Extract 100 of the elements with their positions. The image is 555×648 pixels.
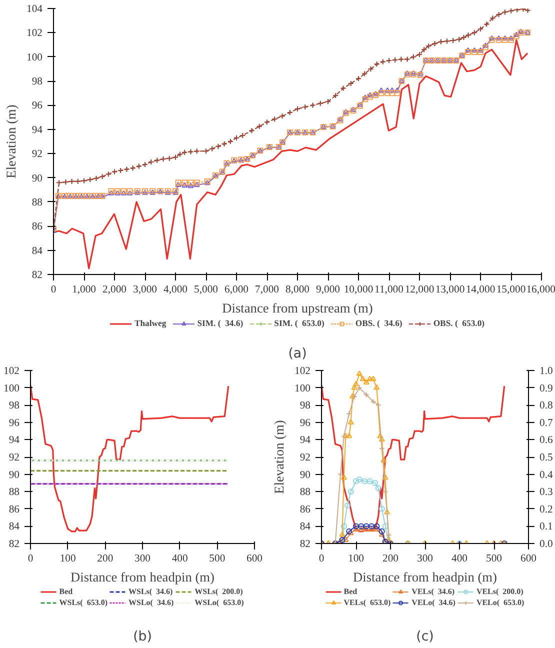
y-tick-label: 86 xyxy=(32,222,44,233)
legend-label: VELs( 34.6) xyxy=(412,587,455,596)
x-tick-label: 400 xyxy=(172,554,188,564)
y2-tick-label: 0.1 xyxy=(540,522,553,533)
x-axis-title: Distance from upstream (m) xyxy=(222,300,373,316)
legend-label: Bed xyxy=(59,587,74,596)
y-tick-label: 88 xyxy=(8,487,20,498)
y-tick-label: 96 xyxy=(8,418,20,429)
y2-tick-label: 0.2 xyxy=(540,504,553,516)
x-tick-label: 400 xyxy=(452,554,468,564)
x-tick-label: 11,000 xyxy=(374,284,404,296)
x-tick-label: 14,000 xyxy=(466,284,496,296)
y-tick-label: 98 xyxy=(32,76,42,88)
y2-tick-label: 0.6 xyxy=(540,435,554,446)
x-tick-label: 300 xyxy=(134,554,150,564)
y-tick-label: 92 xyxy=(8,452,20,464)
x-tick-label: 8,000 xyxy=(286,284,310,296)
x-tick-label: 3,000 xyxy=(133,284,157,296)
y-tick-label: 84 xyxy=(8,522,20,533)
x-tick-label: 7,000 xyxy=(255,284,279,296)
x-tick-label: 13,000 xyxy=(435,284,465,296)
y-tick-label: 90 xyxy=(8,470,20,481)
legend-label: WSLs( 653.0) xyxy=(59,598,108,607)
x-tick-label: 15,000 xyxy=(496,284,526,296)
y-axis-title: Elevation (m) xyxy=(4,104,19,178)
y2-tick-label: 0.9 xyxy=(540,383,553,394)
legend-label: Thalweg xyxy=(134,318,166,328)
x-axis-title: Distance from headpin (m) xyxy=(353,570,497,584)
legend-label: WSLs( 200.0) xyxy=(194,587,243,596)
x-tick-label: 10,000 xyxy=(344,284,374,296)
x-tick-label: 100 xyxy=(348,554,364,564)
y2-tick-label: 0.3 xyxy=(540,487,553,498)
text: (c) xyxy=(416,629,434,644)
y-tick-label: 90 xyxy=(32,173,42,184)
text: (b) xyxy=(133,629,152,644)
y2-tick-label: 0.5 xyxy=(540,452,553,464)
y2-tick-label: 0.7 xyxy=(540,418,554,429)
y-tick-label: 100 xyxy=(26,52,42,64)
x-tick-label: 200 xyxy=(97,554,114,564)
y-tick-label: 88 xyxy=(32,197,42,208)
x-tick-label: 100 xyxy=(60,554,76,564)
legend-label: OBS. ( 653.0) xyxy=(433,318,485,328)
y-tick-label: 82 xyxy=(32,270,42,281)
y-tick-label: 86 xyxy=(300,504,312,516)
y-tick-label: 96 xyxy=(32,100,44,112)
x-tick-label: 5,000 xyxy=(194,284,218,296)
x-axis-title: Distance from headpin (m) xyxy=(70,570,214,584)
legend-label: OBS. ( 34.6) xyxy=(355,318,402,328)
x-tick-label: 4,000 xyxy=(164,284,188,296)
x-tick-label: 0 xyxy=(28,554,34,564)
x-tick-label: 300 xyxy=(417,554,433,564)
y2-tick-label: 0.8 xyxy=(540,400,553,412)
legend-label: WSLo( 653.0) xyxy=(194,598,244,607)
x-tick-label: 16,000 xyxy=(526,284,555,296)
x-tick-label: 200 xyxy=(382,554,398,564)
legend-label: VELs( 200.0) xyxy=(476,587,524,596)
y-tick-label: 94 xyxy=(32,124,44,136)
y-tick-label: 102 xyxy=(4,366,20,377)
y-tick-label: 94 xyxy=(8,435,20,446)
legend-label: WSLo( 34.6) xyxy=(128,598,174,607)
x-tick-label: 12,000 xyxy=(404,284,434,296)
y2-tick-label: 1.0 xyxy=(540,366,553,377)
y-tick-label: 100 xyxy=(4,383,20,394)
y-tick-label: 84 xyxy=(32,246,44,257)
y2-tick-label: 0.0 xyxy=(540,539,553,550)
legend-label: Bed xyxy=(344,587,358,596)
x-tick-label: 500 xyxy=(486,554,502,564)
legend-label: VELs( 653.0) xyxy=(344,598,391,607)
x-tick-label: 600 xyxy=(520,554,536,564)
x-tick-label: 6,000 xyxy=(224,284,248,296)
y-tick-label: 104 xyxy=(26,4,44,15)
y-tick-label: 96 xyxy=(300,418,312,429)
y-axis-title: Elevation (m) xyxy=(272,420,287,494)
y-tick-label: 94 xyxy=(300,435,312,446)
y-tick-label: 98 xyxy=(8,400,20,412)
x-tick-label: 0 xyxy=(318,554,324,564)
x-tick-label: 0 xyxy=(50,284,56,296)
legend-label: SIM. ( 34.6) xyxy=(197,318,244,328)
legend-label: VELo( 653.0) xyxy=(476,598,524,607)
y-tick-label: 102 xyxy=(26,28,42,40)
y-tick-label: 92 xyxy=(32,149,42,160)
y-tick-label: 90 xyxy=(300,470,310,481)
y-tick-label: 82 xyxy=(8,539,20,550)
y-tick-label: 98 xyxy=(300,400,310,412)
y-tick-label: 100 xyxy=(294,383,310,394)
x-tick-label: 2,000 xyxy=(102,284,126,296)
text: (a) xyxy=(288,346,307,362)
x-tick-label: 1,000 xyxy=(72,284,96,296)
y-tick-label: 102 xyxy=(294,366,310,377)
x-tick-label: 600 xyxy=(246,554,262,564)
y-tick-label: 82 xyxy=(300,539,310,550)
legend-label: WSLs( 34.6) xyxy=(128,587,173,596)
y-tick-label: 84 xyxy=(300,522,312,533)
x-tick-label: 9,000 xyxy=(316,284,340,296)
y-tick-label: 92 xyxy=(300,452,310,464)
y-tick-label: 88 xyxy=(300,487,310,498)
y-tick-label: 86 xyxy=(8,504,20,516)
x-tick-label: 500 xyxy=(209,554,226,564)
y2-tick-label: 0.4 xyxy=(540,470,554,481)
legend-label: SIM. ( 653.0) xyxy=(274,318,324,328)
